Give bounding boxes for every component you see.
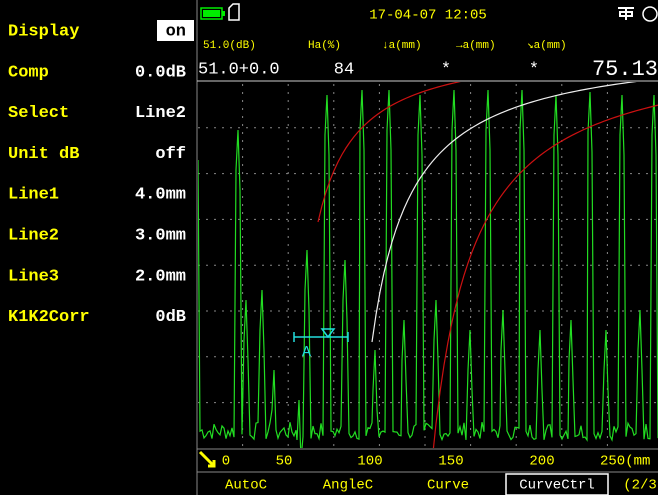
reading-value: *	[441, 60, 451, 79]
menu-value[interactable]: 2.0mm	[135, 267, 186, 286]
x-tick-label: 250(mm	[600, 454, 650, 470]
reading-value: *	[529, 60, 539, 79]
reading-value: 84	[334, 60, 354, 79]
datetime: 17-04-07 12:05	[369, 8, 487, 24]
menu-value[interactable]: 0.0dB	[135, 63, 186, 82]
menu-value[interactable]: 3.0mm	[135, 226, 186, 245]
x-tick-label: 50	[276, 454, 293, 470]
menu-label[interactable]: Line1	[8, 186, 59, 205]
x-tick-label: 150	[438, 454, 463, 470]
menu-label[interactable]: K1K2Corr	[8, 308, 90, 327]
menu-value[interactable]: 4.0mm	[135, 186, 186, 205]
tab[interactable]: Curve	[427, 478, 469, 494]
battery-level	[203, 10, 220, 17]
tab[interactable]: AngleC	[323, 478, 373, 494]
menu-value[interactable]: on	[166, 22, 186, 41]
x-tick-label: 100	[357, 454, 382, 470]
tab[interactable]: (2/3	[623, 478, 657, 494]
x-tick-label: 0	[222, 454, 230, 470]
reading-label: 51.0(dB)	[203, 40, 256, 52]
screen: 17-04-07 12:05 A Display on Comp 0.0dB Selec…	[0, 0, 658, 495]
menu-value[interactable]: 0dB	[155, 308, 186, 327]
reading-value: 75.13	[592, 57, 658, 82]
gate-label: A	[302, 344, 311, 361]
reading-label: Ha(%)	[308, 40, 341, 52]
menu-value[interactable]: Line2	[135, 104, 186, 123]
reading-label: ↓a(mm)	[382, 40, 422, 52]
menu-label[interactable]: Line3	[8, 267, 59, 286]
menu-label[interactable]: Line2	[8, 226, 59, 245]
battery-tip	[222, 11, 225, 16]
reading-label: →a(mm)	[456, 40, 496, 52]
reading-label: ↘a(mm)	[527, 40, 567, 52]
reading-value: 51.0+0.0	[198, 60, 280, 79]
menu-label[interactable]: Select	[8, 104, 69, 123]
tab[interactable]: AutoC	[225, 478, 267, 494]
menu-label[interactable]: Unit dB	[8, 145, 79, 164]
menu-label[interactable]: Comp	[8, 63, 49, 82]
menu-value[interactable]: off	[155, 145, 186, 164]
x-tick-label: 200	[529, 454, 554, 470]
menu-label[interactable]: Display	[8, 22, 79, 41]
tab[interactable]: CurveCtrl	[519, 478, 595, 494]
